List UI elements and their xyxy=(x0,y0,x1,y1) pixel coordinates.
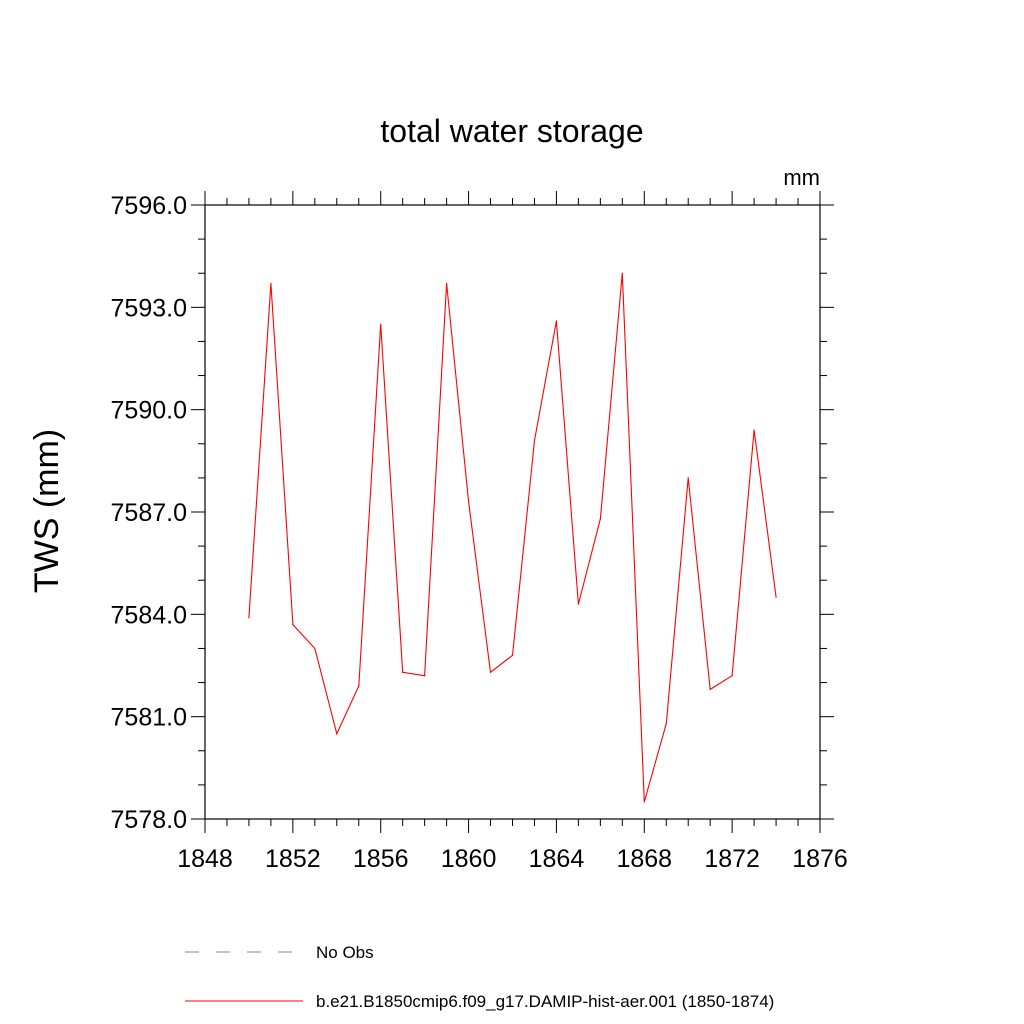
x-tick-label: 1872 xyxy=(704,845,760,873)
data-point xyxy=(753,429,755,431)
data-point xyxy=(402,671,404,673)
units-label: mm xyxy=(783,165,820,190)
series-layer xyxy=(248,272,777,803)
y-tick-label: 7596.0 xyxy=(111,192,187,220)
data-point xyxy=(775,596,777,598)
data-point xyxy=(270,282,272,285)
legend-label: No Obs xyxy=(316,943,374,962)
y-tick-label: 7590.0 xyxy=(111,397,187,425)
legend: No Obs b.e21.B1850cmip6.f09_g17.DAMIP-his… xyxy=(185,943,774,1011)
y-tick-label: 7593.0 xyxy=(111,294,187,322)
data-point xyxy=(446,282,448,285)
series-line xyxy=(248,273,777,803)
y-tick-label: 7584.0 xyxy=(111,601,187,629)
data-point xyxy=(314,647,316,650)
data-point xyxy=(643,801,645,803)
data-point xyxy=(599,518,601,520)
y-tick-label: 7587.0 xyxy=(111,499,187,527)
y-tick-label: 7581.0 xyxy=(111,704,187,732)
axes: 1848 1852 1856 1860 1864 1868 1872 1876 7578.0 75… xyxy=(111,191,848,873)
chart-title: total water storage xyxy=(380,113,643,149)
data-point xyxy=(533,439,536,441)
data-point xyxy=(292,623,294,626)
data-point xyxy=(709,688,711,690)
x-tick-label: 1848 xyxy=(177,845,233,873)
data-point xyxy=(577,603,579,605)
data-point xyxy=(248,617,250,619)
x-tick-label: 1856 xyxy=(353,845,409,873)
data-point xyxy=(687,477,689,479)
data-point xyxy=(555,320,558,322)
data-point xyxy=(380,323,382,325)
data-point xyxy=(358,685,360,687)
y-tick-label: 7578.0 xyxy=(111,806,187,834)
data-point xyxy=(467,501,470,503)
data-point xyxy=(731,675,733,677)
y-axis-label: TWS (mm) xyxy=(28,429,66,593)
data-point xyxy=(665,722,667,725)
x-tick-label: 1876 xyxy=(792,845,848,873)
x-tick-label: 1868 xyxy=(616,845,672,873)
data-point xyxy=(621,272,623,274)
data-point xyxy=(511,654,514,656)
plot-frame xyxy=(204,204,821,820)
x-tick-label: 1852 xyxy=(265,845,321,873)
data-point xyxy=(336,733,338,735)
legend-label: b.e21.B1850cmip6.f09_g17.DAMIP-hist-aer.… xyxy=(316,992,774,1011)
data-point xyxy=(424,675,426,677)
x-tick-label: 1860 xyxy=(441,845,497,873)
x-tick-label: 1864 xyxy=(529,845,585,873)
data-point xyxy=(489,671,492,673)
